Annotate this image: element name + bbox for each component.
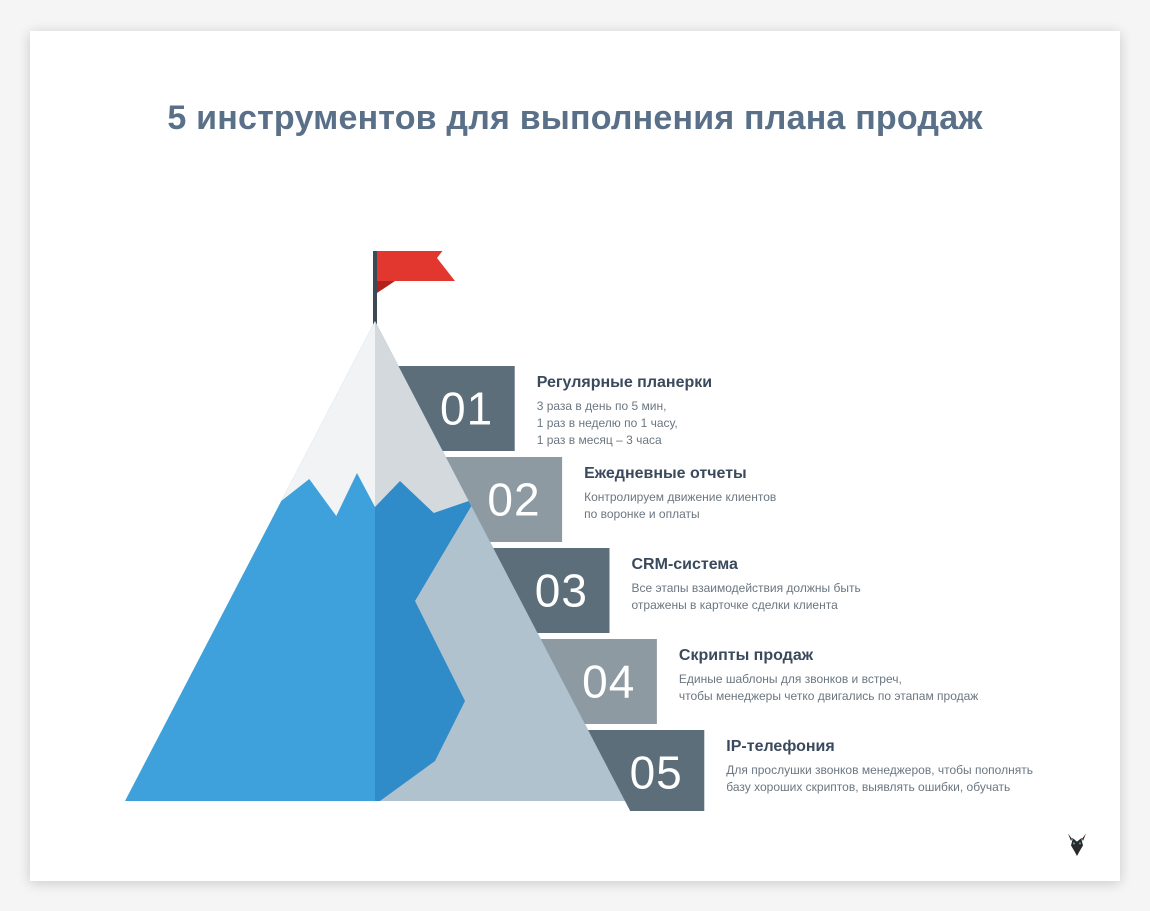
- scene-svg: 01 02 03 04 05: [30, 251, 1120, 811]
- step-title: Ежедневные отчеты: [584, 465, 1100, 483]
- step-number: 04: [582, 655, 635, 707]
- step-number: 01: [440, 382, 493, 434]
- infographic-card: 5 инструментов для выполнения плана прод…: [30, 31, 1120, 881]
- step-item: IP-телефония Для прослушки звонков менедж…: [726, 738, 1100, 797]
- step-description: 3 раза в день по 5 мин, 1 раз в неделю п…: [537, 398, 1100, 450]
- step-item: CRM-система Все этапы взаимодействия долж…: [632, 556, 1101, 615]
- step-number: 02: [487, 473, 540, 525]
- step-title: IP-телефония: [726, 738, 1100, 756]
- step-number: 05: [630, 746, 683, 798]
- mountain-scene: 01 02 03 04 05 Регулярные планерки 3 раза в д…: [30, 251, 1120, 811]
- step-item: Регулярные планерки 3 раза в день по 5 ми…: [537, 374, 1100, 450]
- step-description: Для прослушки звонков менеджеров, чтобы …: [726, 762, 1100, 797]
- step-item: Скрипты продаж Единые шаблоны для звонков…: [679, 647, 1100, 706]
- step-description: Контролируем движение клиентов по воронк…: [584, 489, 1100, 524]
- wolf-logo-icon: [1062, 829, 1092, 859]
- step-item: Ежедневные отчеты Контролируем движение к…: [584, 465, 1100, 524]
- step-title: CRM-система: [632, 556, 1101, 574]
- step-description: Единые шаблоны для звонков и встреч, что…: [679, 671, 1100, 706]
- page-title: 5 инструментов для выполнения плана прод…: [70, 99, 1080, 138]
- step-description: Все этапы взаимодействия должны быть отр…: [632, 580, 1101, 615]
- step-title: Скрипты продаж: [679, 647, 1100, 665]
- step-title: Регулярные планерки: [537, 374, 1100, 392]
- step-number: 03: [535, 564, 588, 616]
